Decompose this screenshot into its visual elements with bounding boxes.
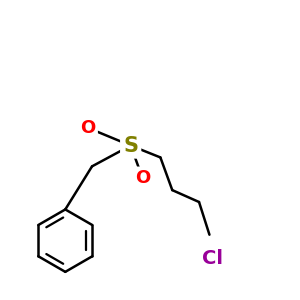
Text: O: O <box>135 169 150 187</box>
Text: S: S <box>123 136 138 155</box>
Text: Cl: Cl <box>202 249 223 268</box>
Text: O: O <box>80 119 95 137</box>
